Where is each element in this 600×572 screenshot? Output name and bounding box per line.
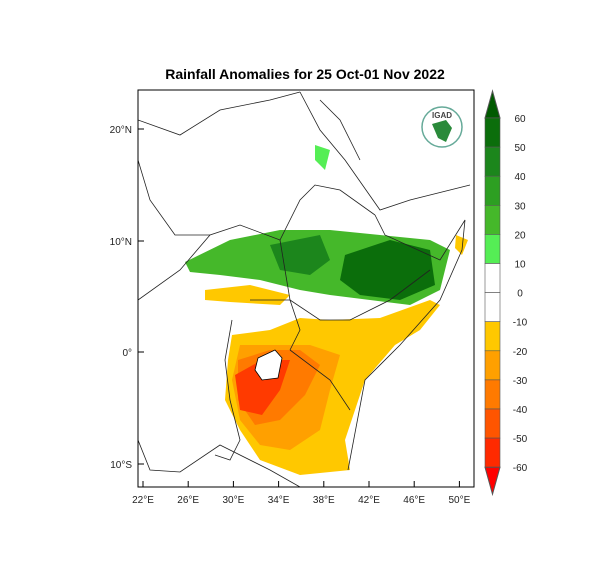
lat-tick-label: 10°S xyxy=(110,460,132,471)
colorbar-segment xyxy=(484,146,501,177)
lon-tick-label: 34°E xyxy=(268,495,290,506)
colorbar-segment xyxy=(484,437,501,468)
colorbar-segment xyxy=(484,175,501,206)
lon-tick-label: 26°E xyxy=(177,495,199,506)
dry-anomaly-region xyxy=(455,235,468,255)
colorbar-segment xyxy=(484,292,501,323)
colorbar-label: 40 xyxy=(514,172,526,183)
colorbar-label: 20 xyxy=(514,230,526,241)
colorbar-segment xyxy=(484,117,501,148)
wet-anomaly-region xyxy=(315,145,330,170)
lon-tick-label: 50°E xyxy=(449,495,471,506)
colorbar-segment xyxy=(484,321,501,352)
colorbar-arrow-bottom xyxy=(484,466,501,497)
lon-tick-label: 46°E xyxy=(403,495,425,506)
lon-tick-label: 22°E xyxy=(132,495,154,506)
country-borders xyxy=(138,91,471,487)
lat-tick-label: 0° xyxy=(122,348,132,359)
colorbar-label: -60 xyxy=(513,463,528,474)
anomaly-field xyxy=(185,145,468,475)
colorbar-segment xyxy=(484,263,501,293)
dry-anomaly-region xyxy=(205,285,290,305)
colorbar-segment xyxy=(484,205,501,235)
colorbar-label: 10 xyxy=(514,260,526,271)
colorbar-label: -20 xyxy=(513,347,528,358)
logo-text: IGAD xyxy=(432,111,452,120)
colorbar-segment xyxy=(484,350,501,381)
wet-anomaly-region xyxy=(270,235,330,275)
igad-logo: IGAD xyxy=(421,106,463,148)
colorbar-label: -40 xyxy=(513,405,528,416)
colorbar-label: -30 xyxy=(513,376,528,387)
colorbar-label: -10 xyxy=(513,318,528,329)
colorbar-segment xyxy=(484,408,501,439)
axis-ticks: 22°E 26°E 30°E 34°E 38°E 42°E 46°E 50°E 20°N 10°N… xyxy=(110,125,471,506)
colorbar-label: 0 xyxy=(517,289,523,300)
lon-tick-label: 42°E xyxy=(358,495,380,506)
map-title: Rainfall Anomalies for 25 Oct-01 Nov 202… xyxy=(165,66,445,82)
colorbar-arrow-top xyxy=(484,89,501,119)
colorbar-label: 60 xyxy=(514,114,526,125)
lat-tick-label: 20°N xyxy=(110,125,132,136)
colorbar-segment xyxy=(484,234,501,264)
map-frame xyxy=(137,89,475,488)
colorbar-label: -50 xyxy=(513,434,528,445)
colorbar: 60 50 40 30 20 10 0 -10 -20 -30 -40 -50 -60 xyxy=(484,89,528,497)
wet-anomaly-region xyxy=(340,240,435,300)
lat-tick-label: 10°N xyxy=(110,237,132,248)
lon-tick-label: 38°E xyxy=(313,495,335,506)
colorbar-label: 50 xyxy=(514,143,526,154)
colorbar-label: 30 xyxy=(514,201,526,212)
lake-victoria xyxy=(254,349,283,381)
lon-tick-label: 30°E xyxy=(223,495,245,506)
colorbar-segment xyxy=(484,379,501,410)
